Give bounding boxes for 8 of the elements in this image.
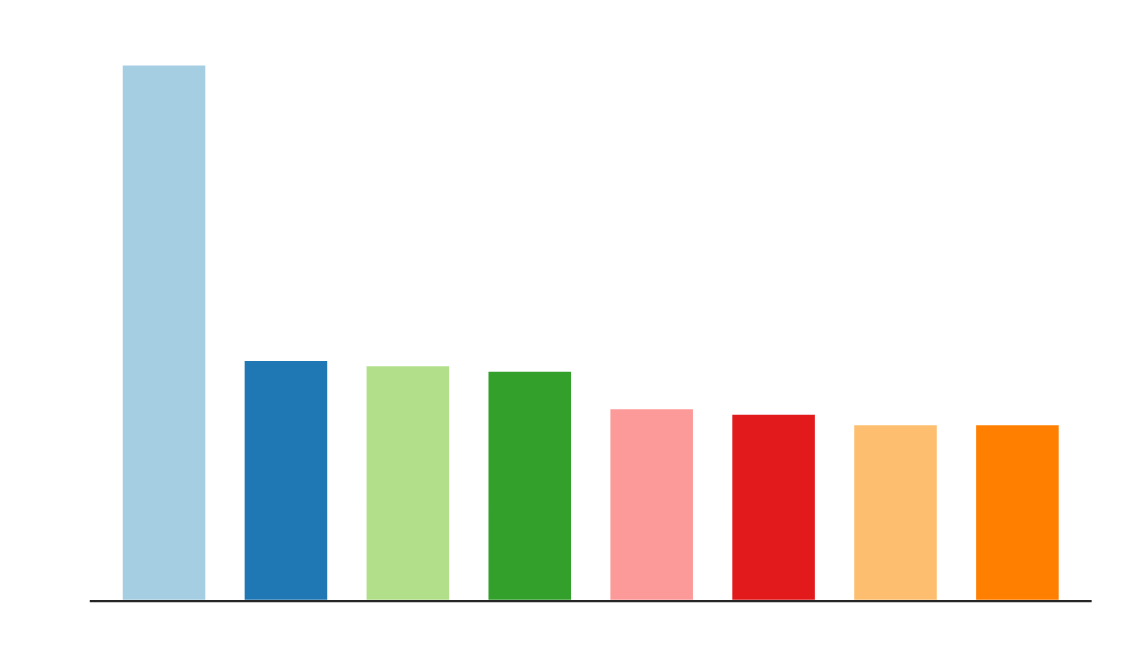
- bar: [729, 411, 818, 602]
- bar: [485, 368, 574, 602]
- bar: [241, 358, 330, 602]
- bar: [607, 406, 696, 602]
- bar: [119, 62, 209, 602]
- bar: [363, 363, 452, 602]
- bar: [851, 422, 940, 602]
- bar: [973, 422, 1062, 602]
